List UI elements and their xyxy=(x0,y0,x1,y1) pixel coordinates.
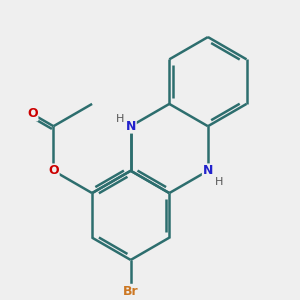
Text: O: O xyxy=(48,164,59,177)
Text: N: N xyxy=(203,164,213,177)
Text: H: H xyxy=(116,114,124,124)
Text: N: N xyxy=(125,120,136,133)
Text: Br: Br xyxy=(123,285,139,298)
Text: H: H xyxy=(214,178,223,188)
Text: O: O xyxy=(27,107,38,121)
